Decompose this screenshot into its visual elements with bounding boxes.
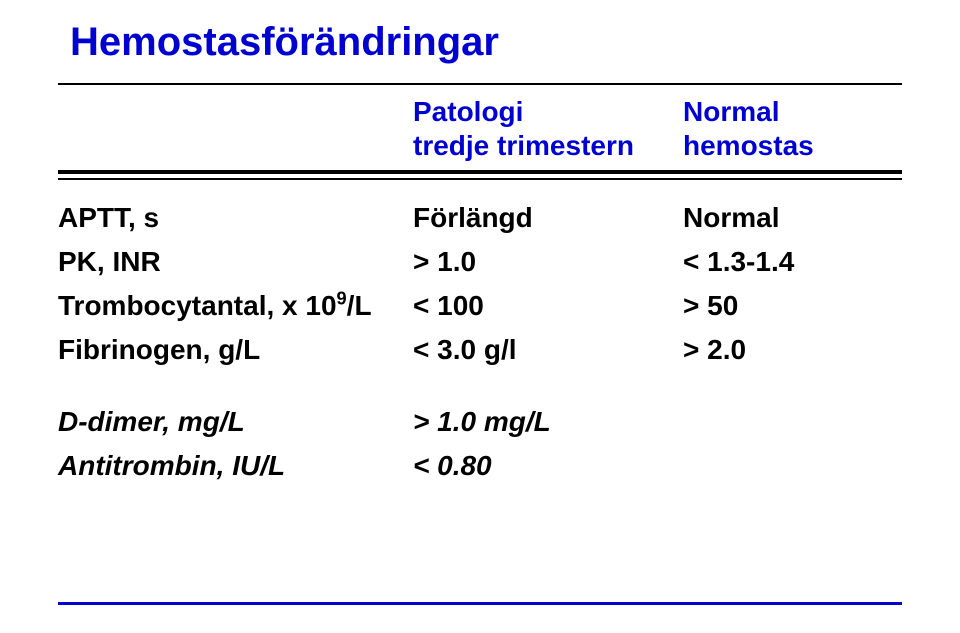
header-right: Normal hemostas <box>683 95 902 162</box>
rule-double <box>58 170 902 180</box>
table-row: Fibrinogen, g/L < 3.0 g/l > 2.0 <box>58 328 902 372</box>
cell-right: Normal <box>683 202 902 234</box>
cell-mid: < 3.0 g/l <box>413 334 683 366</box>
cell-mid: < 0.80 <box>413 450 683 482</box>
header-mid-line2: tredje trimestern <box>413 129 683 163</box>
rule-bottom <box>58 602 902 605</box>
cell-mid: Förlängd <box>413 202 683 234</box>
slide-title: Hemostasförändringar <box>58 20 902 65</box>
table-row: Trombocytantal, x 109/L < 100 > 50 <box>58 284 902 328</box>
cell-label-sup: 9 <box>337 289 347 309</box>
slide: Hemostasförändringar Patologi tredje tri… <box>0 0 960 633</box>
cell-mid: < 100 <box>413 290 683 322</box>
header-mid-line1: Patologi <box>413 96 523 127</box>
header-empty <box>58 95 413 162</box>
spacer <box>58 372 902 400</box>
cell-label: PK, INR <box>58 246 413 278</box>
table-row: Antitrombin, IU/L < 0.80 <box>58 444 902 488</box>
cell-right <box>683 406 902 438</box>
table-row: D-dimer, mg/L > 1.0 mg/L <box>58 400 902 444</box>
cell-right: < 1.3-1.4 <box>683 246 902 278</box>
cell-label-text: Trombocytantal, x 10 <box>58 290 337 321</box>
spacer <box>58 180 902 196</box>
cell-mid: > 1.0 mg/L <box>413 406 683 438</box>
cell-label: APTT, s <box>58 202 413 234</box>
cell-mid: > 1.0 <box>413 246 683 278</box>
cell-label-suffix: /L <box>347 290 372 321</box>
cell-label: Trombocytantal, x 109/L <box>58 290 413 322</box>
cell-right: > 50 <box>683 290 902 322</box>
table-header: Patologi tredje trimestern Normal hemost… <box>58 85 902 170</box>
cell-right: > 2.0 <box>683 334 902 366</box>
cell-label: Antitrombin, IU/L <box>58 450 413 482</box>
table-row: APTT, s Förlängd Normal <box>58 196 902 240</box>
cell-label: Fibrinogen, g/L <box>58 334 413 366</box>
header-mid: Patologi tredje trimestern <box>413 95 683 162</box>
cell-right <box>683 450 902 482</box>
table-row: PK, INR > 1.0 < 1.3-1.4 <box>58 240 902 284</box>
cell-label: D-dimer, mg/L <box>58 406 413 438</box>
